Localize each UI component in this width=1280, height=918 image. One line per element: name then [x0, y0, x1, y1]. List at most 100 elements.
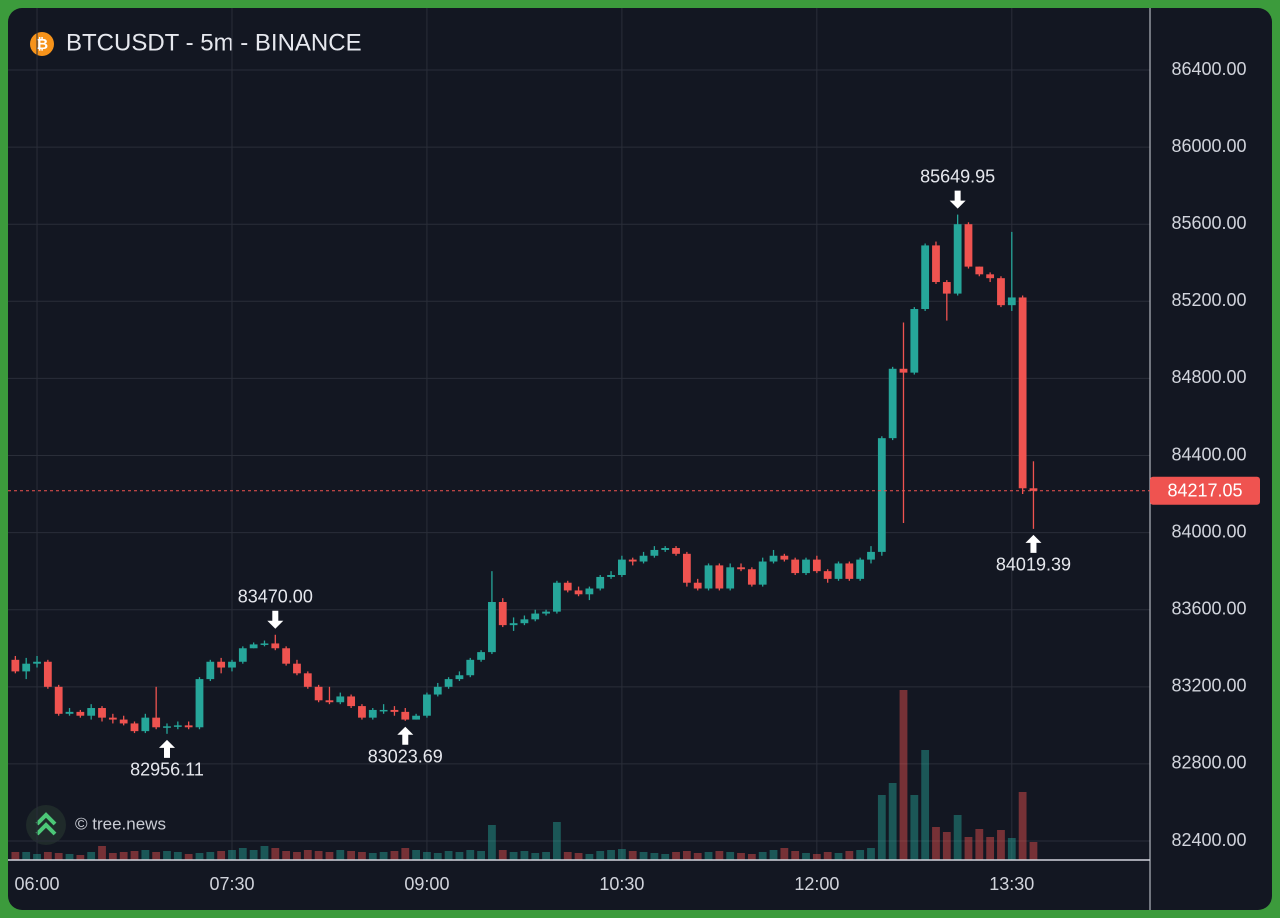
- volume-bar: [336, 850, 345, 860]
- candle-body: [628, 559, 637, 562]
- candle-body: [780, 555, 789, 560]
- annotation-arrow: [1025, 534, 1042, 553]
- volume-bar: [1029, 842, 1038, 860]
- volume-bar: [574, 853, 583, 860]
- volume-bar: [628, 851, 637, 860]
- volume-bar: [650, 853, 659, 860]
- volume-bar: [87, 852, 96, 860]
- volume-bar: [43, 852, 52, 860]
- candle-body: [715, 565, 724, 589]
- last-price-label: 84217.05: [1167, 481, 1242, 501]
- volume-bar: [747, 854, 756, 860]
- candle-body: [76, 711, 85, 716]
- candle-body: [325, 700, 334, 703]
- volume-bar: [596, 851, 605, 860]
- candle-body: [704, 565, 713, 589]
- volume-bar: [672, 852, 680, 860]
- candle-body: [726, 567, 735, 589]
- annotation-label: 83470.00: [238, 587, 313, 607]
- candle-body: [423, 694, 431, 716]
- candle-body: [433, 686, 442, 695]
- volume-bar: [921, 750, 930, 860]
- volume: [11, 690, 1038, 860]
- candle-body: [856, 559, 865, 579]
- candle-body: [791, 559, 800, 574]
- volume-bar: [65, 854, 74, 860]
- volume-bar: [163, 851, 171, 860]
- annotation-label: 84019.39: [996, 555, 1071, 575]
- volume-bar: [54, 853, 63, 860]
- volume-bar: [260, 846, 269, 860]
- candle-body: [282, 648, 291, 664]
- volume-bar: [217, 851, 226, 860]
- candle-body: [542, 611, 550, 614]
- candle-body: [682, 553, 691, 583]
- volume-bar: [325, 852, 334, 860]
- candle-body: [845, 563, 854, 579]
- axes: 82400.00 82800.00 83200.00 83600.00 84000.00…: [8, 8, 1260, 910]
- y-tick-label: 85600.00: [1171, 213, 1246, 233]
- volume-bar: [152, 852, 161, 860]
- volume-bar: [737, 853, 745, 860]
- volume-bar: [542, 852, 550, 860]
- volume-bar: [617, 849, 626, 860]
- volume-bar: [639, 852, 648, 860]
- candle-body: [336, 696, 345, 703]
- volume-bar: [173, 852, 182, 860]
- volume-bar: [661, 854, 670, 860]
- volume-bar: [715, 851, 724, 860]
- candle-body: [747, 569, 756, 585]
- candle-body: [477, 652, 485, 660]
- candle-body: [260, 643, 269, 645]
- bitcoin-icon-glyph: ₿: [36, 36, 48, 53]
- volume-bar: [942, 832, 951, 860]
- candle-body: [152, 717, 161, 728]
- volume-bar: [130, 851, 139, 860]
- candle-body: [661, 548, 670, 550]
- candle-body: [650, 549, 659, 556]
- candle-body: [33, 661, 41, 664]
- candle-body: [975, 266, 984, 275]
- candle-body: [249, 644, 258, 649]
- volume-bar: [585, 854, 594, 860]
- candle-body: [617, 559, 626, 576]
- candle-body: [802, 559, 810, 574]
- title-group: ₿ BTCUSDT - 5m - BINANCE: [30, 29, 362, 56]
- volume-bar: [845, 851, 854, 860]
- volume-bar: [184, 854, 193, 860]
- volume-bar: [812, 854, 821, 860]
- candle-body: [531, 613, 540, 620]
- volume-bar: [433, 853, 442, 860]
- volume-bar: [358, 852, 366, 860]
- volume-bar: [607, 850, 615, 860]
- candle-body: [509, 623, 518, 626]
- volume-bar: [693, 853, 702, 860]
- candle-body: [358, 706, 366, 718]
- volume-bar: [780, 848, 789, 860]
- volume-bar: [682, 851, 691, 860]
- volume-bar: [22, 852, 31, 860]
- candle-body: [672, 548, 680, 554]
- candle-body: [964, 224, 973, 267]
- x-tick-label: 07:30: [209, 874, 254, 894]
- candle-body: [98, 708, 106, 718]
- volume-bar: [206, 852, 215, 860]
- volume-bar: [856, 850, 865, 860]
- candle-body: [195, 679, 204, 728]
- y-tick-label: 86000.00: [1171, 136, 1246, 156]
- x-tick-label: 09:00: [404, 874, 449, 894]
- candle-body: [368, 709, 377, 718]
- candle-body: [108, 717, 117, 720]
- candle-body: [271, 643, 280, 649]
- volume-bar: [563, 852, 572, 860]
- volume-bar: [488, 825, 496, 860]
- candle-body: [293, 663, 301, 674]
- candle-body: [877, 438, 886, 552]
- volume-bar: [412, 850, 421, 860]
- volume-bar: [1018, 792, 1027, 860]
- annotation-arrow: [397, 726, 414, 745]
- volume-bar: [975, 829, 984, 860]
- candle-body: [65, 711, 74, 714]
- volume-bar: [758, 852, 767, 860]
